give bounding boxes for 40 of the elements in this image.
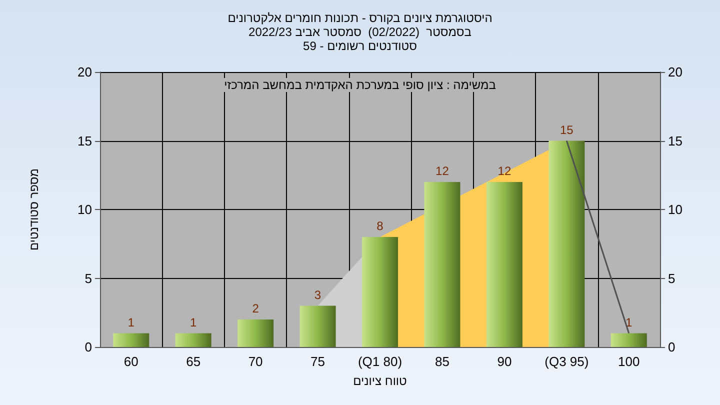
x-tick-label: (Q1 80) bbox=[358, 354, 402, 369]
chart-subtitle: בסמסטר (02/2022) סמסטר אביב 2022/23 סטודנטים רשומים - 59 bbox=[248, 25, 472, 53]
bar bbox=[424, 182, 460, 347]
y-axis-title: מספר סטודנטים bbox=[27, 168, 41, 251]
data-label: 3 bbox=[314, 288, 322, 302]
x-axis-title: טווח ציונים bbox=[353, 374, 408, 388]
data-label: 1 bbox=[190, 315, 197, 330]
bar bbox=[175, 333, 212, 347]
chart-title: היסטוגרמת ציונים בקורס - תכונות חומרים אלקטרונים bbox=[228, 11, 492, 25]
annotation: במשימה : ציון סופי במערכת האקדמית במחשב המרכזי bbox=[224, 78, 496, 92]
y2-tick-label: 20 bbox=[668, 64, 682, 80]
bar bbox=[238, 320, 274, 347]
x-tick-label: 75 bbox=[310, 354, 326, 369]
data-label: 12 bbox=[436, 164, 450, 178]
x-tick-label: 85 bbox=[434, 354, 450, 369]
x-tick-label: 100 bbox=[618, 354, 640, 369]
data-label: 8 bbox=[376, 219, 384, 233]
bar bbox=[113, 333, 150, 347]
y2-tick-label: 10 bbox=[668, 202, 682, 217]
x-tick-label: (Q3 95) bbox=[544, 354, 589, 369]
x-tick-label: 70 bbox=[248, 354, 263, 369]
data-label: 2 bbox=[252, 302, 260, 316]
y2-tick-label: 5 bbox=[668, 270, 676, 286]
y2-tick-label: 0 bbox=[668, 340, 676, 354]
data-label: 1 bbox=[128, 315, 135, 330]
bar bbox=[610, 333, 647, 347]
data-label: 12 bbox=[498, 164, 512, 178]
y-tick-label: 20 bbox=[78, 64, 92, 80]
x-tick-label: 90 bbox=[497, 354, 512, 369]
bar bbox=[486, 182, 522, 347]
y-tick-label: 10 bbox=[78, 202, 92, 217]
data-label: 15 bbox=[560, 122, 574, 137]
y-tick-label: 0 bbox=[84, 340, 92, 354]
y-tick-label: 5 bbox=[84, 270, 92, 286]
data-label: 1 bbox=[626, 315, 633, 330]
x-tick-label: 65 bbox=[186, 354, 201, 369]
y-tick-label: 15 bbox=[78, 133, 92, 148]
bar bbox=[548, 140, 585, 347]
x-tick-label: 60 bbox=[124, 354, 138, 369]
y2-tick-label: 15 bbox=[668, 133, 682, 148]
